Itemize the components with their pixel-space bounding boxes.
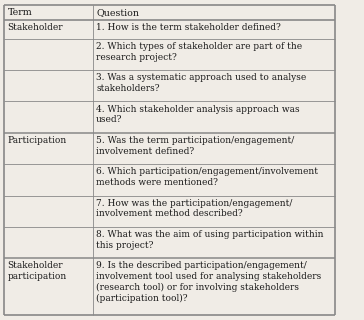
Text: 7. How was the participation/engagement/
involvement method described?: 7. How was the participation/engagement/…: [96, 199, 292, 219]
Text: 4. Which stakeholder analysis approach was
used?: 4. Which stakeholder analysis approach w…: [96, 105, 300, 124]
Text: 9. Is the described participation/engagement/
involvement tool used for analysin: 9. Is the described participation/engage…: [96, 261, 321, 303]
Text: Term: Term: [7, 8, 32, 17]
Text: Question: Question: [96, 8, 139, 17]
Text: 6. Which participation/engagement/involvement
methods were mentioned?: 6. Which participation/engagement/involv…: [96, 167, 318, 187]
Text: Stakeholder
participation: Stakeholder participation: [7, 261, 67, 281]
Text: Stakeholder: Stakeholder: [7, 23, 63, 32]
Text: 8. What was the aim of using participation within
this project?: 8. What was the aim of using participati…: [96, 230, 324, 250]
Text: Participation: Participation: [7, 136, 67, 145]
Text: 1. How is the term stakeholder defined?: 1. How is the term stakeholder defined?: [96, 23, 281, 32]
Text: 5. Was the term participation/engagement/
involvement defined?: 5. Was the term participation/engagement…: [96, 136, 294, 156]
Text: 2. Which types of stakeholder are part of the
research project?: 2. Which types of stakeholder are part o…: [96, 42, 302, 62]
Text: 3. Was a systematic approach used to analyse
stakeholders?: 3. Was a systematic approach used to ana…: [96, 73, 306, 93]
